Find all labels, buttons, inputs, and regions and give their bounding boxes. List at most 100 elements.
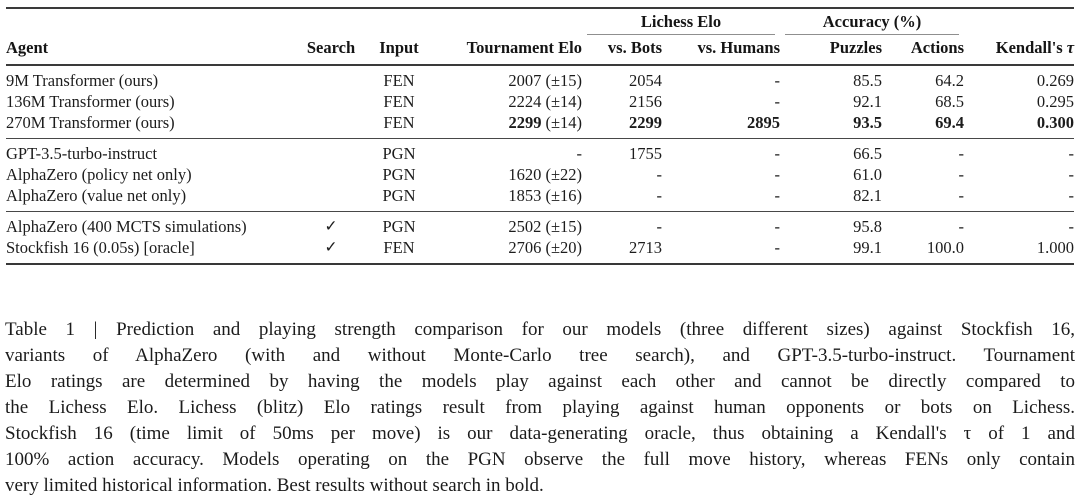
cell-tournament-elo: -: [576, 144, 583, 163]
cell-tournament-elo: 2502 (±15): [508, 217, 582, 236]
cell-search: [296, 65, 366, 91]
table-row: 270M Transformer (ours) FEN 2299 (±14) 22…: [6, 112, 1074, 139]
spanner-accuracy: Accuracy (%): [780, 8, 964, 35]
cell-agent: AlphaZero (policy net only): [6, 165, 192, 184]
cell-vs-bots: 2299: [629, 113, 662, 132]
cell-agent: GPT-3.5-turbo-instruct: [6, 144, 158, 163]
cell-kendalls-tau: -: [1068, 186, 1075, 205]
cell-search: [296, 185, 366, 212]
spanner-lichess-elo: Lichess Elo: [582, 8, 780, 35]
cell-agent: AlphaZero (400 MCTS simulations): [6, 217, 247, 236]
table-caption: Table 1 | Prediction and playing strengt…: [5, 317, 1075, 499]
cell-kendalls-tau: -: [1068, 144, 1075, 163]
table-header: Lichess Elo Accuracy (%) Agent Search In…: [6, 8, 1075, 65]
col-header-puzzles: Puzzles: [829, 38, 883, 57]
cell-vs-bots: -: [656, 165, 663, 184]
col-header-actions: Actions: [910, 38, 965, 57]
cell-agent: Stockfish 16 (0.05s) [oracle]: [6, 238, 195, 257]
caption-line: 100% action accuracy. Models operating o…: [5, 449, 1075, 470]
cell-input: PGN: [382, 217, 416, 236]
tournament-elo-error: (±14): [545, 113, 582, 132]
cell-vs-humans: 2895: [747, 113, 781, 132]
cell-actions: -: [958, 144, 965, 163]
group-search-agents: AlphaZero (400 MCTS simulations) ✓ PGN 2…: [6, 211, 1075, 265]
cell-actions: 100.0: [926, 238, 965, 257]
cell-puzzles: 95.8: [853, 217, 883, 236]
cell-actions: 64.2: [935, 71, 965, 90]
col-header-tournament-elo: Tournament Elo: [466, 38, 582, 57]
col-header-kendalls-tau: Kendall's τ: [964, 35, 1074, 65]
spanner-header-row: Lichess Elo Accuracy (%): [6, 8, 1074, 35]
column-header-row: Agent Search Input Tournament Elo vs. Bo…: [6, 35, 1074, 65]
caption-line: very limited historical information. Bes…: [5, 475, 544, 496]
cell-input: PGN: [382, 186, 416, 205]
cell-vs-humans: -: [774, 217, 781, 236]
cell-actions: -: [958, 165, 965, 184]
cell-puzzles: 85.5: [853, 71, 883, 90]
table-row: 9M Transformer (ours) FEN 2007 (±15) 205…: [6, 65, 1074, 91]
cell-search: [296, 91, 366, 112]
cell-vs-humans: -: [774, 186, 781, 205]
cell-puzzles: 93.5: [853, 113, 883, 132]
cell-search-checkmark: ✓: [324, 218, 338, 235]
paper-page: Lichess Elo Accuracy (%) Agent Search In…: [0, 7, 1080, 500]
cell-puzzles: 99.1: [853, 238, 883, 257]
caption-line: variants of AlphaZero (with and without …: [5, 345, 1075, 366]
cell-puzzles: 92.1: [853, 92, 883, 111]
cell-input: PGN: [382, 144, 416, 163]
cell-search: [296, 112, 366, 139]
cell-kendalls-tau: 0.300: [1036, 113, 1075, 132]
cell-tournament-elo: 2706 (±20): [508, 238, 582, 257]
cell-agent: 270M Transformer (ours): [6, 113, 175, 132]
table-row: AlphaZero (400 MCTS simulations) ✓ PGN 2…: [6, 212, 1074, 238]
cell-search: [296, 139, 366, 165]
caption-line: Stockfish 16 (time limit of 50ms per mov…: [5, 423, 1075, 444]
cell-actions: -: [958, 186, 965, 205]
cell-agent: AlphaZero (value net only): [6, 186, 187, 205]
cell-actions: 68.5: [935, 92, 965, 111]
table-row: 136M Transformer (ours) FEN 2224 (±14) 2…: [6, 91, 1074, 112]
cell-tournament-elo: 2007 (±15): [508, 71, 582, 90]
spanner-spacer: [6, 8, 582, 35]
cell-tournament-elo: 1853 (±16): [508, 186, 582, 205]
cell-actions: -: [958, 217, 965, 236]
cell-agent: 9M Transformer (ours): [6, 71, 159, 90]
cell-kendalls-tau: -: [1068, 165, 1075, 184]
spanner-lichess-elo-label: Lichess Elo: [587, 12, 776, 35]
spanner-accuracy-label: Accuracy (%): [785, 12, 960, 35]
cell-puzzles: 61.0: [853, 165, 883, 184]
cell-vs-bots: -: [656, 186, 663, 205]
table-row: GPT-3.5-turbo-instruct PGN - 1755 - 66.5…: [6, 139, 1074, 165]
table-row: Stockfish 16 (0.05s) [oracle] ✓ FEN 2706…: [6, 237, 1074, 264]
caption-line: the Lichess Elo. Lichess (blitz) Elo rat…: [5, 397, 1075, 418]
spanner-spacer: [964, 8, 1074, 35]
col-header-vs-humans: vs. Humans: [697, 38, 781, 57]
cell-puzzles: 66.5: [853, 144, 883, 163]
kendall-label: Kendall's: [995, 38, 1063, 57]
cell-search: [296, 164, 366, 185]
cell-kendalls-tau: 0.269: [1036, 71, 1075, 90]
cell-kendalls-tau: -: [1068, 217, 1075, 236]
cell-input: PGN: [382, 165, 416, 184]
cell-actions: 69.4: [935, 113, 965, 132]
cell-input: FEN: [383, 92, 415, 111]
cell-vs-bots: 1755: [629, 144, 662, 163]
results-table: Lichess Elo Accuracy (%) Agent Search In…: [6, 7, 1075, 265]
cell-vs-bots: -: [656, 217, 663, 236]
col-header-search: Search: [306, 38, 356, 57]
cell-kendalls-tau: 0.295: [1036, 92, 1075, 111]
cell-input: FEN: [383, 113, 415, 132]
cell-tournament-elo: 2224 (±14): [508, 92, 582, 111]
caption-line: Elo ratings are determined by having the…: [5, 371, 1075, 392]
cell-search-checkmark: ✓: [324, 239, 338, 256]
caption-line: Table 1 | Prediction and playing strengt…: [5, 319, 1075, 340]
cell-vs-humans: -: [774, 238, 781, 257]
tau-symbol: τ: [1066, 38, 1075, 57]
cell-vs-bots: 2713: [629, 238, 662, 257]
cell-vs-bots: 2054: [629, 71, 662, 90]
cell-tournament-elo: 1620 (±22): [508, 165, 582, 184]
cell-agent: 136M Transformer (ours): [6, 92, 175, 111]
cell-vs-humans: -: [774, 144, 781, 163]
col-header-input: Input: [379, 38, 419, 57]
cell-kendalls-tau: 1.000: [1036, 238, 1075, 257]
